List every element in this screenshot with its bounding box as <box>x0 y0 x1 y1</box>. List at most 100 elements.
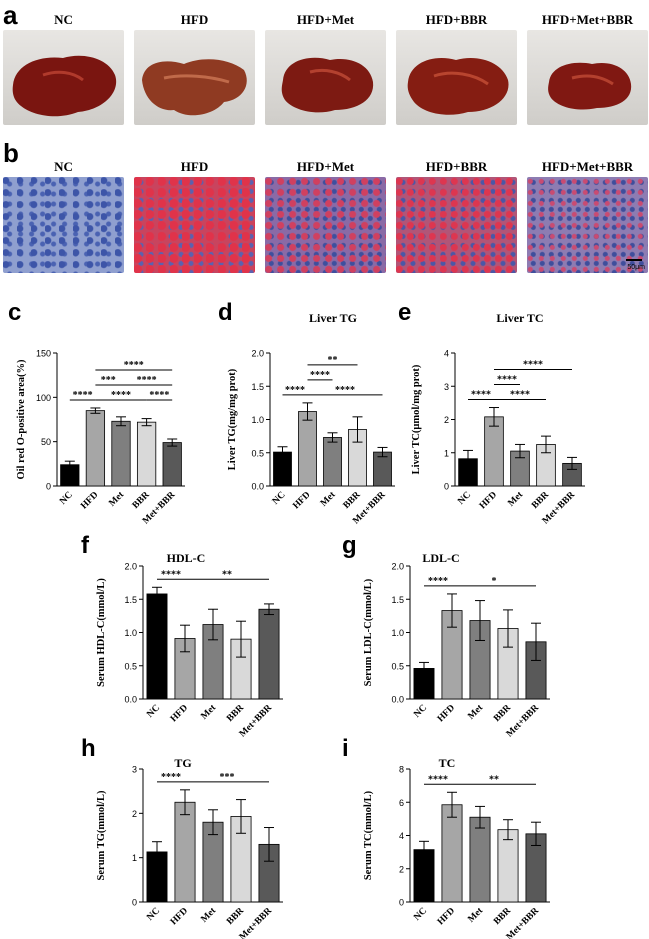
liver-shape <box>142 59 247 116</box>
stain-label-nc: NC <box>54 159 73 174</box>
sig-label-d: ** <box>328 355 338 366</box>
liver-shape <box>407 58 509 115</box>
stain-label-hfd-met-bbr: HFD+Met+BBR <box>541 159 634 174</box>
panel-letter-c: c <box>8 299 21 326</box>
bar-f-0 <box>146 593 168 700</box>
y-tick-label-g: 0.0 <box>391 695 404 705</box>
y-tick-label-f: 1.5 <box>124 595 137 605</box>
sig-label-d: **** <box>285 385 305 396</box>
panel-letter-a: a <box>3 0 18 30</box>
scale-bar-label: 50μm <box>627 264 645 271</box>
bar-i-2 <box>469 816 491 903</box>
stain-image-hfd <box>134 177 255 273</box>
y-axis-label-g: Serum LDL-C(mmol/L) <box>363 578 374 686</box>
sig-label-c: **** <box>149 390 169 401</box>
sig-label-d: **** <box>335 385 355 396</box>
y-tick-label-h: 0 <box>132 898 137 908</box>
y-tick-label-d: 0.0 <box>251 482 264 492</box>
sig-label-h: **** <box>161 772 181 783</box>
x-tick-label-g-0: NC <box>412 703 429 720</box>
y-tick-label-e: 4 <box>444 349 449 359</box>
stain-label-hfd-met: HFD+Met <box>296 159 355 174</box>
x-tick-label-i-0: NC <box>412 906 429 923</box>
sig-label-d: **** <box>310 370 330 381</box>
panel-letter-f: f <box>81 532 90 559</box>
sig-label-i: ** <box>489 774 499 785</box>
y-axis-label-h: Serum TG(mmol/L) <box>96 790 107 880</box>
x-tick-label-i-3: BBR <box>492 906 513 927</box>
y-tick-label-g: 1.5 <box>391 595 404 605</box>
x-tick-label-d-3: BBR <box>342 490 363 511</box>
y-tick-label-g: 1.0 <box>391 628 404 638</box>
stain-image-hfd-bbr <box>396 177 517 273</box>
y-axis-label-c: Oil red O-positive area(%) <box>16 359 27 480</box>
x-tick-label-e-1: HFD <box>478 490 499 511</box>
y-tick-label-g: 2.0 <box>391 562 404 572</box>
stain-image-hfd-met <box>265 177 386 273</box>
photo-label-hfd: HFD <box>180 12 209 27</box>
panel-letter-d: d <box>218 299 233 326</box>
stain-label-hfd: HFD <box>180 159 209 174</box>
stain-image-hfd-met-bbr: 50μm <box>527 177 648 273</box>
y-tick-label-c: 50 <box>41 437 51 447</box>
y-tick-label-e: 1 <box>444 448 449 458</box>
y-tick-label-i: 8 <box>399 765 404 775</box>
bar-d-1 <box>298 411 317 487</box>
y-tick-label-f: 1.0 <box>124 628 137 638</box>
y-tick-label-c: 0 <box>46 482 51 492</box>
y-axis-label-d: Liver TG(mg/mg prot) <box>227 368 238 470</box>
y-tick-label-d: 2.0 <box>251 349 264 359</box>
x-tick-label-e-2: Met <box>506 489 525 508</box>
y-tick-label-c: 100 <box>36 393 51 403</box>
y-tick-label-i: 0 <box>399 898 404 908</box>
y-tick-label-i: 4 <box>399 831 404 841</box>
y-tick-label-h: 3 <box>132 765 137 775</box>
y-tick-label-d: 1.0 <box>251 415 264 425</box>
y-tick-label-f: 0.0 <box>124 695 137 705</box>
x-tick-label-g-2: Met <box>466 702 485 721</box>
x-tick-label-h-3: BBR <box>225 906 246 927</box>
photo-label-hfd-bbr: HFD+BBR <box>425 12 488 27</box>
y-tick-label-h: 1 <box>132 853 137 863</box>
bar-e-1 <box>484 416 504 487</box>
photo-label-hfd-met-bbr: HFD+Met+BBR <box>541 12 634 27</box>
panel-letter-i: i <box>342 735 349 762</box>
sig-label-e: **** <box>497 375 517 386</box>
photo-label-nc: NC <box>54 12 73 27</box>
x-tick-label-d-2: Met <box>319 489 338 508</box>
sig-label-g: **** <box>428 576 448 587</box>
y-axis-label-f: Serum HDL-C(mmol/L) <box>96 578 107 687</box>
bar-i-3 <box>497 829 519 903</box>
panel-letter-h: h <box>81 735 96 762</box>
bar-c-2 <box>111 420 131 487</box>
x-tick-label-e-0: NC <box>456 490 473 507</box>
sig-label-f: **** <box>161 569 181 580</box>
x-tick-label-c-0: NC <box>58 490 75 507</box>
sig-label-f: ** <box>222 569 232 580</box>
bar-c-4 <box>162 442 182 487</box>
x-tick-label-e-3: BBR <box>530 490 551 511</box>
sig-label-e: **** <box>523 360 543 371</box>
sig-label-h: *** <box>220 772 235 783</box>
liver-photo-hfd-met-bbr <box>527 30 648 125</box>
x-tick-label-g-1: HFD <box>436 703 457 724</box>
sig-label-g: * <box>492 576 497 587</box>
x-tick-label-h-1: HFD <box>169 906 190 927</box>
y-tick-label-f: 2.0 <box>124 562 137 572</box>
liver-photo-hfd-bbr <box>396 30 517 125</box>
sig-label-c: **** <box>111 390 131 401</box>
sig-label-c: *** <box>101 375 116 386</box>
chart-title-h: TG <box>174 756 191 770</box>
bar-c-1 <box>85 410 106 487</box>
y-axis-label-i: Serum TC(mmol/L) <box>363 790 374 880</box>
x-tick-label-f-1: HFD <box>169 703 190 724</box>
x-tick-label-d-1: HFD <box>291 490 312 511</box>
y-tick-label-e: 3 <box>444 382 449 392</box>
x-tick-label-c-3: BBR <box>131 490 152 511</box>
x-tick-label-i-1: HFD <box>436 906 457 927</box>
y-axis-label-e: Liver TC(μmol/mg prot) <box>411 364 422 474</box>
x-tick-label-f-3: BBR <box>225 703 246 724</box>
x-tick-label-c-1: HFD <box>79 490 100 511</box>
bar-d-2 <box>323 437 342 487</box>
liver-photo-nc <box>3 30 124 125</box>
